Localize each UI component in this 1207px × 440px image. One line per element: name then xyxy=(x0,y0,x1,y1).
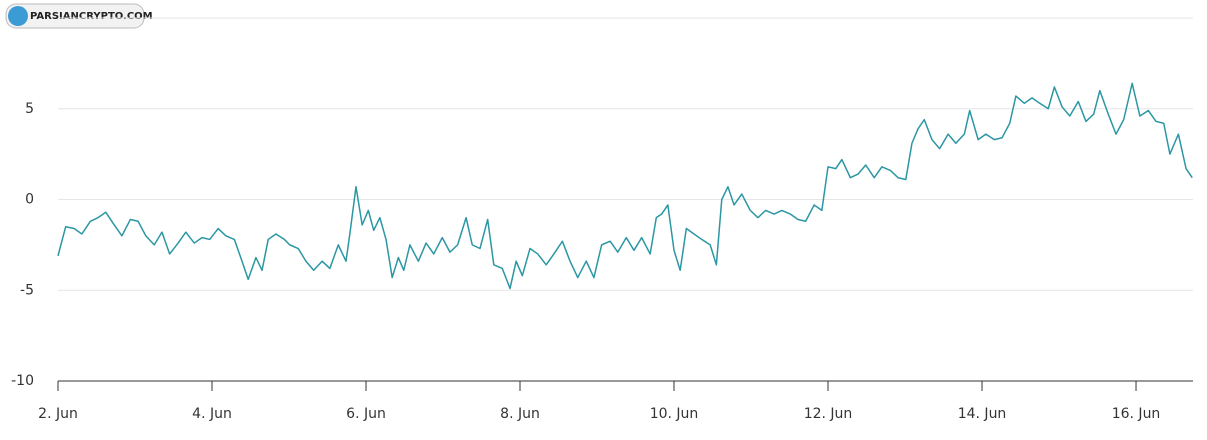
x-tick-label: 2. Jun xyxy=(38,406,78,422)
line-series xyxy=(57,82,1193,290)
x-tick-label: 12. Jun xyxy=(804,406,853,422)
logo-badge xyxy=(5,3,145,29)
x-tick-label: 8. Jun xyxy=(500,406,540,422)
logo-text: PARSIANCRYPTO.COM xyxy=(30,11,153,22)
logo: PARSIANCRYPTO.COM xyxy=(5,3,153,29)
y-tick-label: -10 xyxy=(11,373,34,389)
x-tick-label: 6. Jun xyxy=(346,406,386,422)
logo-icon xyxy=(8,6,28,26)
x-tick-label: 4. Jun xyxy=(192,406,232,422)
y-tick-label: 0 xyxy=(25,192,34,208)
y-tick-label: 5 xyxy=(25,101,34,117)
x-tick-label: 14. Jun xyxy=(958,406,1007,422)
x-tick-label: 10. Jun xyxy=(650,406,699,422)
y-tick-label: -5 xyxy=(20,282,34,298)
x-tick-label: 16. Jun xyxy=(1112,406,1161,422)
